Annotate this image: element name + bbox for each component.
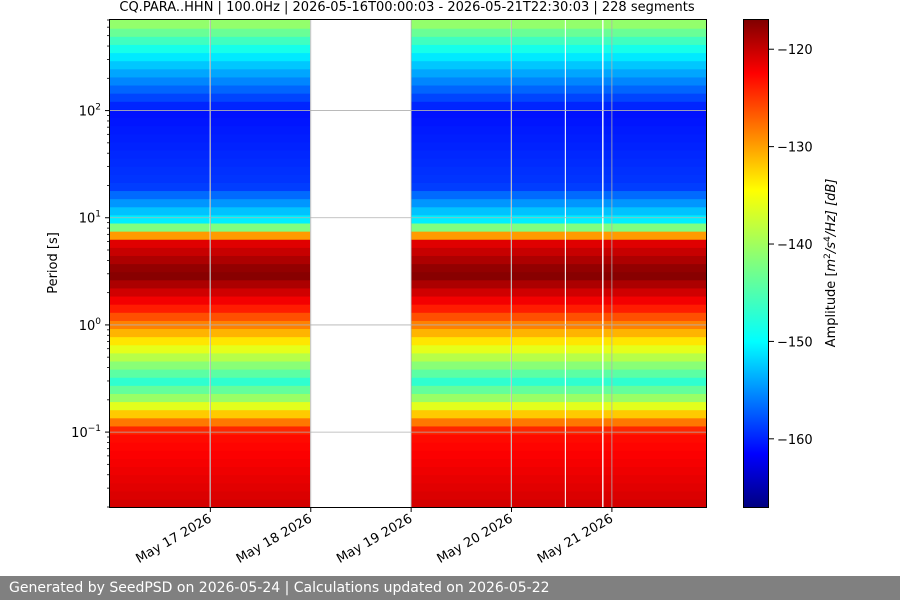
colorbar-tick-label: −150 [777,335,813,350]
colorbar-tick-label: −140 [777,238,813,253]
data-gap [310,20,412,507]
y-tick-label: 101 [79,210,101,227]
footer-text: Generated by SeedPSD on 2026-05-24 | Cal… [9,580,550,596]
x-axis-ticks: May 17 2026 May 18 2026 May 19 2026 May 20 … [133,507,616,567]
plot-frame [109,19,707,508]
data-gap [564,20,566,507]
colorbar-label: Amplitude [m2/s4/Hz] [dB] [823,179,839,348]
footer-bar [0,576,900,600]
x-tick-label: May 17 2026 [133,511,214,566]
colorbar-tick-label: −130 [777,141,813,156]
x-tick-label: May 20 2026 [435,511,516,566]
y-tick-label: 10−1 [71,424,101,441]
y-tick-label: 102 [79,103,101,120]
x-tick-label: May 18 2026 [234,511,315,566]
y-axis-label: Period [s] [46,232,61,294]
x-tick-label: May 19 2026 [334,511,415,566]
colorbar-tick-label: −160 [777,433,813,448]
y-axis-ticks: 10−1 100 101 102 [71,19,110,508]
colorbar [743,19,769,508]
x-tick-label: May 21 2026 [535,511,616,566]
chart-title: CQ.PARA..HHN | 100.0Hz | 2026-05-16T00:0… [119,0,694,15]
grid-lines [110,20,706,507]
data-gap [602,20,604,507]
y-tick-label: 100 [79,317,102,334]
colorbar-ticks: −120 −130 −140 −150 −160 [769,43,813,448]
colorbar-tick-label: −120 [777,43,813,58]
